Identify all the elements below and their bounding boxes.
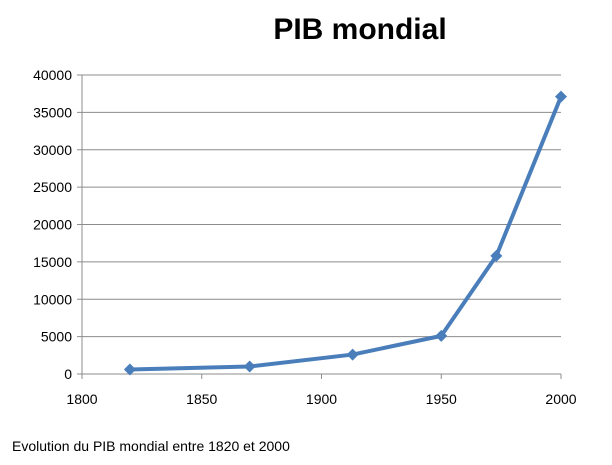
x-tick-label: 1800: [66, 391, 97, 407]
y-tick-label: 5000: [41, 329, 72, 345]
data-point-1913: [346, 348, 359, 361]
data-point-1820: [123, 363, 136, 376]
y-tick-label: 40000: [33, 67, 72, 83]
data-point-1950: [435, 329, 448, 342]
x-tick-label: 1950: [426, 391, 457, 407]
data-point-2000: [555, 90, 567, 103]
y-tick-label: 35000: [33, 104, 72, 120]
y-tick-label: 15000: [33, 254, 72, 270]
y-tick-label: 30000: [33, 142, 72, 158]
x-tick-label: 2000: [545, 391, 576, 407]
data-point-1870: [243, 360, 256, 373]
x-tick-label: 1900: [306, 391, 337, 407]
y-tick-label: 25000: [33, 179, 72, 195]
x-tick-label: 1850: [186, 391, 217, 407]
y-tick-label: 0: [64, 366, 72, 382]
y-tick-label: 20000: [33, 217, 72, 233]
chart-title: PIB mondial: [273, 13, 447, 46]
data-point-1973: [490, 249, 503, 262]
chart-caption: Evolution du PIB mondial entre 1820 et 2…: [12, 438, 290, 454]
line-chart: 0 5000 10000 15000 20000 25000 30000 35000 40000…: [33, 67, 577, 407]
chart-area: PIB mondial 0 5000 10000 15000 20000 25000 300…: [33, 13, 577, 407]
y-tick-label: 10000: [33, 291, 72, 307]
series-line: [127, 94, 563, 372]
